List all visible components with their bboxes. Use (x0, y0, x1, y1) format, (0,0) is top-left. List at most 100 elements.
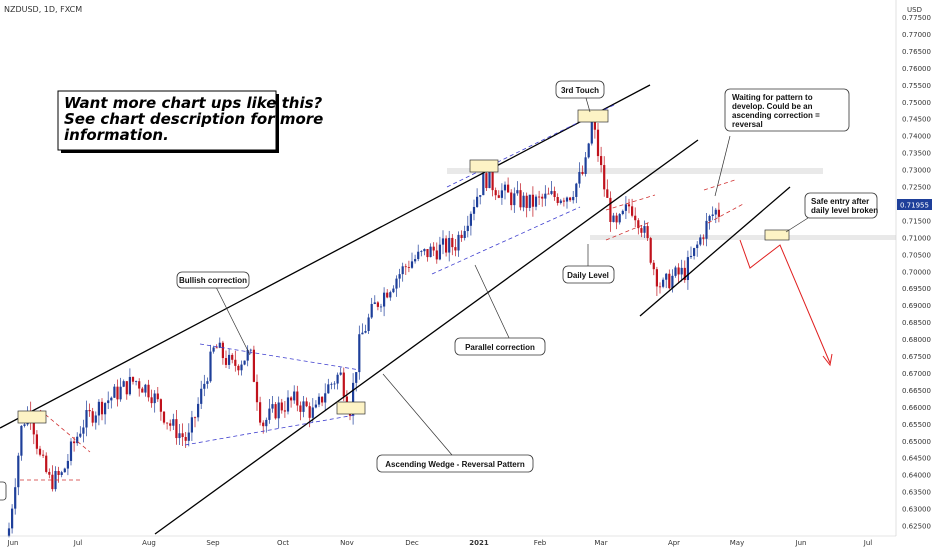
price-tick-label: 0.63500 (902, 489, 931, 497)
price-tick-label: 0.73500 (902, 150, 931, 158)
currency-label: USD (907, 6, 922, 14)
candle-body (407, 267, 410, 268)
candle-body (172, 419, 175, 426)
parallel-lower (431, 206, 581, 275)
price-tick-label: 0.76500 (902, 48, 931, 56)
candle-body (153, 393, 156, 404)
price-tick-label: 0.76000 (902, 65, 931, 73)
price-tick-label: 0.71000 (902, 234, 931, 242)
candle-body (212, 347, 215, 352)
candle-body (615, 215, 618, 223)
price-tick-label: 0.65000 (902, 438, 931, 446)
price-axis[interactable]: USD (895, 0, 922, 536)
candle-body (125, 381, 128, 395)
candle-body (556, 197, 559, 204)
time-tick-label: Apr (668, 539, 680, 547)
candle-body (519, 190, 522, 208)
third-touch-callout: 3rd Touch (555, 80, 605, 99)
candle-body (398, 274, 401, 279)
mar-red-lower (605, 221, 651, 241)
candle-body (271, 404, 274, 409)
candle-body (699, 237, 702, 245)
wedge-lower-line (154, 139, 699, 535)
candle-body (69, 441, 73, 461)
bullish-correction-upper (199, 343, 361, 371)
candle-body (119, 386, 122, 400)
candle-body (668, 273, 671, 289)
third-touch-leader (585, 97, 591, 113)
apr-red-lower (707, 202, 746, 224)
candle-body (249, 349, 252, 351)
candle-body (224, 358, 228, 365)
safe-entry-leader (785, 217, 809, 233)
candle-body (600, 156, 603, 166)
symbol-title: NZDUSD, 1D, FXCM (4, 5, 82, 14)
candle-body (255, 381, 259, 403)
candle-body (110, 397, 113, 401)
candle-body (144, 384, 147, 393)
candle-body (42, 454, 45, 456)
candle-body (516, 190, 519, 194)
candle-body (327, 384, 330, 394)
candle-body (497, 195, 500, 198)
candle-body (299, 405, 302, 412)
candle-body (358, 334, 361, 373)
candle-body (680, 267, 683, 275)
candle-body (649, 238, 652, 263)
candle-body (169, 423, 172, 426)
candle-body (246, 349, 249, 361)
candle-body (386, 292, 389, 298)
candle-body (491, 171, 494, 191)
candle-body (280, 402, 283, 411)
candle-body (404, 266, 407, 268)
candle-body (584, 157, 587, 174)
candle-body (311, 407, 314, 418)
candle-body (162, 411, 166, 423)
jun-touch-box (17, 410, 47, 424)
candle-body (228, 354, 231, 365)
candle-body (97, 401, 100, 416)
candle-body (200, 388, 203, 404)
candle-body (259, 402, 262, 423)
price-tick-label: 0.77500 (902, 14, 931, 22)
candle-body (184, 437, 187, 441)
candle-body (705, 220, 708, 239)
candle-body (572, 196, 575, 201)
candle-body (655, 269, 658, 287)
promo-line-2: See chart description for more (64, 110, 323, 128)
candle-body (454, 247, 457, 251)
candle-body (643, 226, 646, 233)
time-tick-label: Dec (405, 539, 419, 547)
svg-text:daily level broken: daily level broken (811, 206, 878, 215)
resistance-zone (447, 168, 823, 174)
candle-body (314, 404, 317, 408)
candle-body (702, 237, 705, 239)
candle-body (203, 383, 206, 389)
candle-body (94, 415, 97, 423)
candle-body (265, 419, 268, 427)
candle-body (593, 117, 596, 130)
bullish-correction-lower (184, 414, 356, 446)
candle-body (138, 381, 141, 389)
candle-body (20, 425, 23, 456)
candle-body (193, 417, 197, 419)
candle-body (243, 360, 246, 365)
candle-body (35, 434, 38, 449)
candle-body (621, 210, 624, 215)
candle-body (308, 406, 311, 418)
waiting-leader (714, 135, 731, 197)
candle-body (66, 460, 69, 469)
candle-body (32, 420, 35, 435)
candle-body (82, 427, 85, 434)
candle-body (590, 117, 593, 144)
candle-body (414, 259, 417, 262)
time-tick-label: Feb (534, 539, 547, 547)
projection-arrow (739, 239, 831, 364)
candle-body (290, 397, 293, 401)
apr-red-upper (703, 179, 736, 191)
wedge-upper-line (0, 84, 651, 429)
candle-body (401, 266, 404, 275)
candle-body (293, 391, 296, 401)
candle-body (268, 408, 271, 420)
